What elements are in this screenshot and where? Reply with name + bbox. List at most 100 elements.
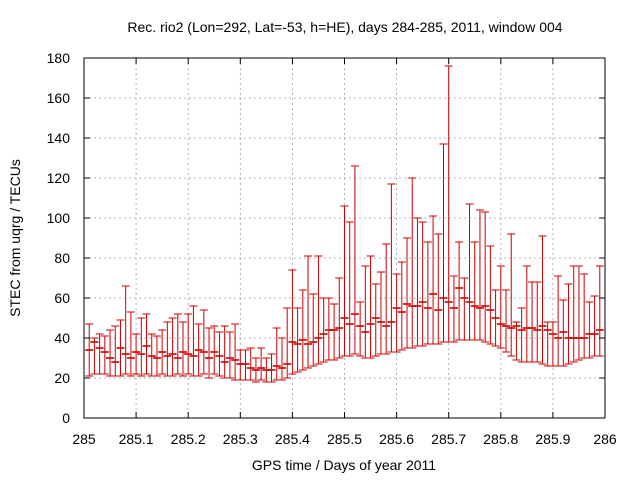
error-bar	[100, 335, 109, 375]
error-bar	[491, 289, 500, 347]
error-bar	[595, 265, 604, 357]
y-tick-label: 180	[47, 50, 71, 66]
error-bar	[288, 269, 297, 375]
x-axis-label: GPS time / Days of year 2011	[252, 457, 436, 473]
y-tick-label: 120	[47, 170, 71, 186]
error-bar	[564, 283, 573, 365]
error-bar	[267, 353, 276, 383]
error-bar	[246, 347, 255, 381]
error-bar	[345, 221, 354, 357]
error-bar	[559, 299, 568, 367]
y-tick-label: 40	[54, 330, 70, 346]
error-bar	[132, 333, 141, 375]
y-tick-label: 100	[47, 210, 71, 226]
error-bar	[257, 347, 266, 381]
error-bar	[418, 221, 427, 347]
x-tick-label: 286	[593, 431, 617, 447]
error-bar	[272, 327, 281, 381]
error-bar	[168, 317, 177, 377]
error-bar	[126, 311, 135, 377]
y-tick-label: 0	[62, 410, 70, 426]
error-bar	[121, 285, 130, 375]
error-bar	[116, 319, 125, 377]
error-bar	[142, 313, 151, 375]
error-bar	[205, 327, 214, 379]
error-bar	[376, 271, 385, 355]
error-bar	[496, 265, 505, 349]
x-tick-label: 285.3	[223, 431, 258, 447]
error-bar	[137, 317, 146, 377]
error-bar	[397, 261, 406, 351]
error-bar	[189, 305, 198, 377]
error-bar	[449, 275, 458, 343]
error-bar	[210, 325, 219, 375]
error-bar	[184, 313, 193, 375]
error-bar	[293, 307, 302, 373]
error-bar	[366, 255, 375, 359]
error-bar	[199, 309, 208, 375]
error-bar	[251, 357, 260, 383]
error-bar	[194, 323, 203, 377]
error-bar	[335, 277, 344, 359]
y-tick-label: 20	[54, 370, 70, 386]
error-bar	[439, 143, 448, 343]
x-tick-label: 285.7	[431, 431, 466, 447]
error-bar	[314, 255, 323, 365]
error-bar	[304, 255, 313, 369]
error-bar	[382, 243, 391, 355]
x-tick-label: 285.9	[535, 431, 570, 447]
x-tick-label: 285.4	[275, 431, 310, 447]
x-tick-label: 285	[72, 431, 96, 447]
error-bar	[502, 289, 511, 353]
error-bar	[429, 215, 438, 345]
x-tick-label: 285.2	[171, 431, 206, 447]
error-bar	[277, 337, 286, 381]
x-tick-label: 285.5	[327, 431, 362, 447]
error-bar	[481, 211, 490, 343]
x-tick-labels: 285 285.1 285.2 285.3 285.4 285.5 285.6 285.7 28…	[72, 431, 617, 447]
y-tick-label: 60	[54, 290, 70, 306]
error-bar	[590, 295, 599, 357]
error-bar	[158, 329, 167, 375]
error-bar	[538, 235, 547, 365]
error-bar	[392, 273, 401, 353]
error-bar	[152, 335, 161, 377]
error-bar	[434, 233, 443, 345]
error-bar	[361, 265, 370, 359]
error-bar	[178, 321, 187, 377]
error-bar	[460, 277, 469, 341]
y-axis-label: STEC from uqrg / TECUs	[7, 159, 23, 317]
error-bars	[85, 65, 604, 383]
error-bar	[350, 165, 359, 355]
y-tick-label: 140	[47, 130, 71, 146]
error-bar	[512, 321, 521, 361]
error-bar	[475, 209, 484, 341]
y-tick-label: 80	[54, 250, 70, 266]
error-bar	[569, 265, 578, 363]
error-bar	[309, 293, 318, 367]
error-bar	[580, 273, 589, 359]
x-tick-label: 285.6	[379, 431, 414, 447]
error-bar	[356, 301, 365, 357]
y-tick-label: 160	[47, 90, 71, 106]
error-bar	[215, 331, 224, 377]
error-bar	[225, 331, 234, 379]
error-bar	[507, 233, 516, 357]
error-bar	[330, 303, 339, 361]
error-bar	[533, 281, 542, 363]
error-bar	[173, 313, 182, 375]
x-tick-label: 285.8	[483, 431, 518, 447]
x-tick-label: 285.1	[119, 431, 154, 447]
chart-title: Rec. rio2 (Lon=292, Lat=-53, h=HE), days…	[127, 19, 562, 35]
error-bar	[319, 297, 328, 363]
error-bar	[85, 323, 94, 377]
error-bar	[298, 289, 307, 371]
error-bar	[574, 265, 583, 361]
error-bar	[283, 307, 292, 379]
error-bar	[486, 245, 495, 345]
error-bar	[147, 333, 156, 377]
y-tick-labels: 0 20 40 60 80 100 120 140 160 180	[47, 50, 71, 426]
axis-ticks	[83, 57, 606, 419]
